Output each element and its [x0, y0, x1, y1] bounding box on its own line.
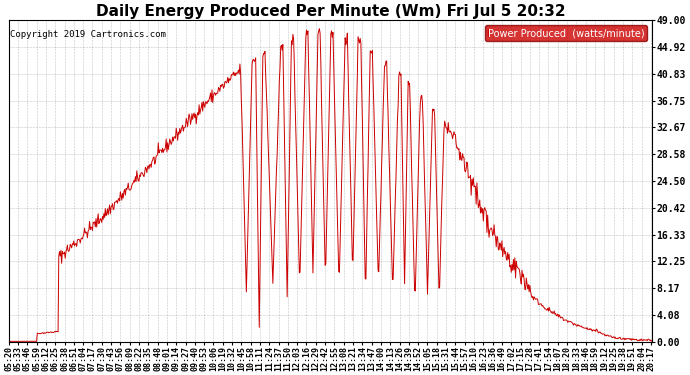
Title: Daily Energy Produced Per Minute (Wm) Fri Jul 5 20:32: Daily Energy Produced Per Minute (Wm) Fr…	[96, 4, 565, 19]
Legend: Power Produced  (watts/minute): Power Produced (watts/minute)	[485, 25, 647, 41]
Text: Copyright 2019 Cartronics.com: Copyright 2019 Cartronics.com	[10, 30, 166, 39]
